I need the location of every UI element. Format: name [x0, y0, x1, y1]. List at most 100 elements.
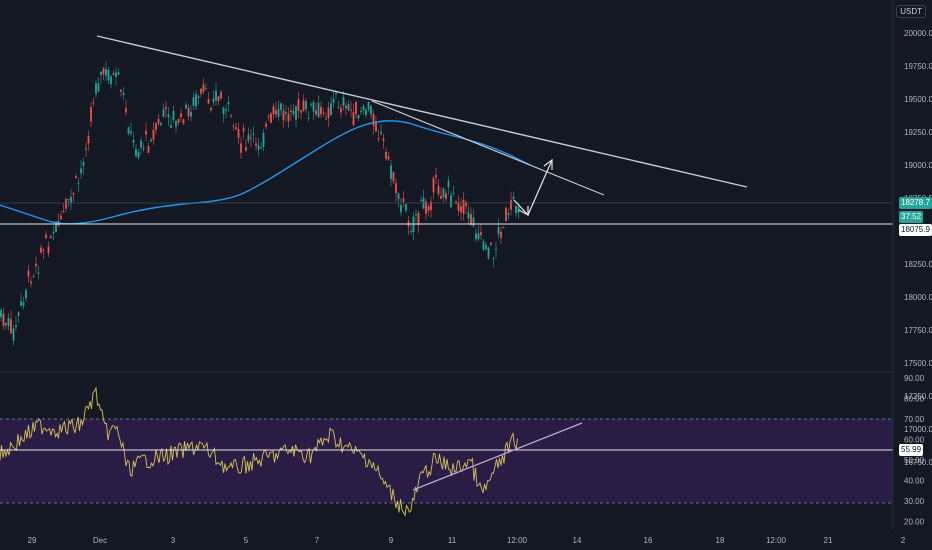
candle-body	[225, 109, 227, 111]
candle-body	[15, 324, 17, 327]
candle-body	[95, 83, 97, 94]
candle-body	[215, 90, 217, 101]
candle-body	[142, 147, 145, 149]
candle-body	[357, 115, 360, 119]
rsi-trendline[interactable]	[412, 422, 583, 491]
price-tick-label: 17750.0	[904, 326, 932, 335]
candle-body	[292, 110, 295, 115]
horizontal-level-tag: 18075.9	[899, 224, 932, 236]
rsi-tick-label: 60.00	[904, 436, 925, 445]
candle-body	[250, 137, 252, 139]
candle-body	[137, 151, 140, 158]
candle-body	[195, 94, 197, 107]
candle-body	[245, 147, 247, 151]
candle-body	[435, 174, 437, 178]
candle-body	[317, 102, 320, 118]
candle-body	[235, 127, 237, 130]
candle-body	[100, 71, 102, 75]
price-tick-label: 17250.0	[904, 392, 932, 401]
candle-body	[392, 172, 395, 182]
candle-body	[197, 96, 200, 98]
time-tick-label: 9	[389, 536, 394, 545]
candle-body	[180, 113, 182, 118]
candle-body	[172, 111, 175, 120]
candle-body	[77, 182, 80, 184]
candle-body	[237, 129, 240, 138]
time-tick-label: 12:00	[766, 536, 787, 545]
time-tick-label: 16	[644, 536, 653, 545]
candle-body	[375, 122, 377, 132]
currency-badge[interactable]: USDT	[896, 5, 926, 18]
candle-body	[192, 97, 195, 106]
candle-body	[380, 131, 382, 134]
candle-body	[32, 275, 35, 277]
current-price-tag: 18278.7	[899, 197, 932, 209]
candle-body	[487, 247, 490, 259]
time-tick-label: 3	[171, 536, 176, 545]
candle-body	[350, 109, 352, 111]
rsi-value-tag: 55.99	[899, 444, 924, 456]
candle-body	[442, 188, 445, 198]
candle-body	[12, 328, 15, 341]
candle-body	[452, 193, 455, 195]
descending-trendline-2[interactable]	[371, 100, 605, 196]
rsi-line	[0, 386, 518, 517]
candle-body	[500, 231, 502, 238]
candle-body	[485, 245, 487, 250]
candle-body	[147, 146, 150, 153]
candle-body	[510, 200, 512, 210]
candle-body	[285, 111, 287, 114]
candle-body	[82, 162, 85, 166]
candle-body	[472, 217, 475, 227]
candle-body	[490, 242, 492, 245]
candle-body	[165, 106, 167, 109]
candle-body	[55, 221, 57, 232]
candle-body	[10, 318, 12, 334]
candle-body	[282, 110, 285, 121]
candle-body	[355, 101, 357, 115]
candle-body	[310, 103, 312, 105]
projection-arrow[interactable]	[513, 158, 553, 217]
rsi-tick-label: 20.00	[904, 518, 925, 527]
candle-body	[475, 233, 477, 240]
candle-body	[352, 112, 355, 126]
candle-body	[320, 106, 322, 115]
price-tick-label: 18000.0	[904, 293, 932, 302]
price-tick-label: 16750.0	[904, 458, 932, 467]
candle-body	[395, 183, 397, 194]
candle-body	[160, 122, 162, 126]
candle-body	[390, 165, 392, 180]
candle-body	[507, 213, 510, 215]
candle-body	[85, 148, 87, 150]
candle-body	[385, 151, 387, 159]
candle-body	[200, 88, 202, 94]
candle-body	[102, 68, 105, 75]
candle-body	[170, 124, 172, 128]
rsi-axis[interactable]: 90.00 80.00 70.00 60.00 50.00 40.00 30.00 20.00	[904, 374, 925, 527]
candlestick-series	[0, 60, 520, 346]
candle-body	[437, 185, 440, 195]
candle-body	[30, 281, 32, 284]
time-tick-label: 21	[824, 536, 833, 545]
candle-body	[47, 246, 50, 254]
time-tick-label: 29	[28, 536, 37, 545]
candle-body	[270, 113, 272, 123]
rsi-tick-label: 30.00	[904, 497, 925, 506]
rsi-tick-label: 90.00	[904, 374, 925, 383]
candle-body	[127, 127, 130, 134]
candle-body	[335, 92, 337, 94]
candle-body	[330, 103, 332, 116]
candle-body	[362, 106, 365, 111]
candle-body	[297, 99, 300, 111]
candle-body	[447, 180, 450, 188]
candle-body	[117, 71, 120, 75]
candle-body	[177, 119, 180, 123]
descending-trendline[interactable]	[96, 35, 748, 188]
candle-body	[240, 143, 242, 153]
time-axis[interactable]: 29 Dec 3 5 7 9 11 12:00 14 16 18 12:00 21 2	[28, 536, 906, 545]
price-tick-label: 19250.0	[904, 128, 932, 137]
candle-body	[67, 199, 70, 201]
candle-body	[480, 232, 482, 235]
candle-body	[367, 101, 370, 110]
